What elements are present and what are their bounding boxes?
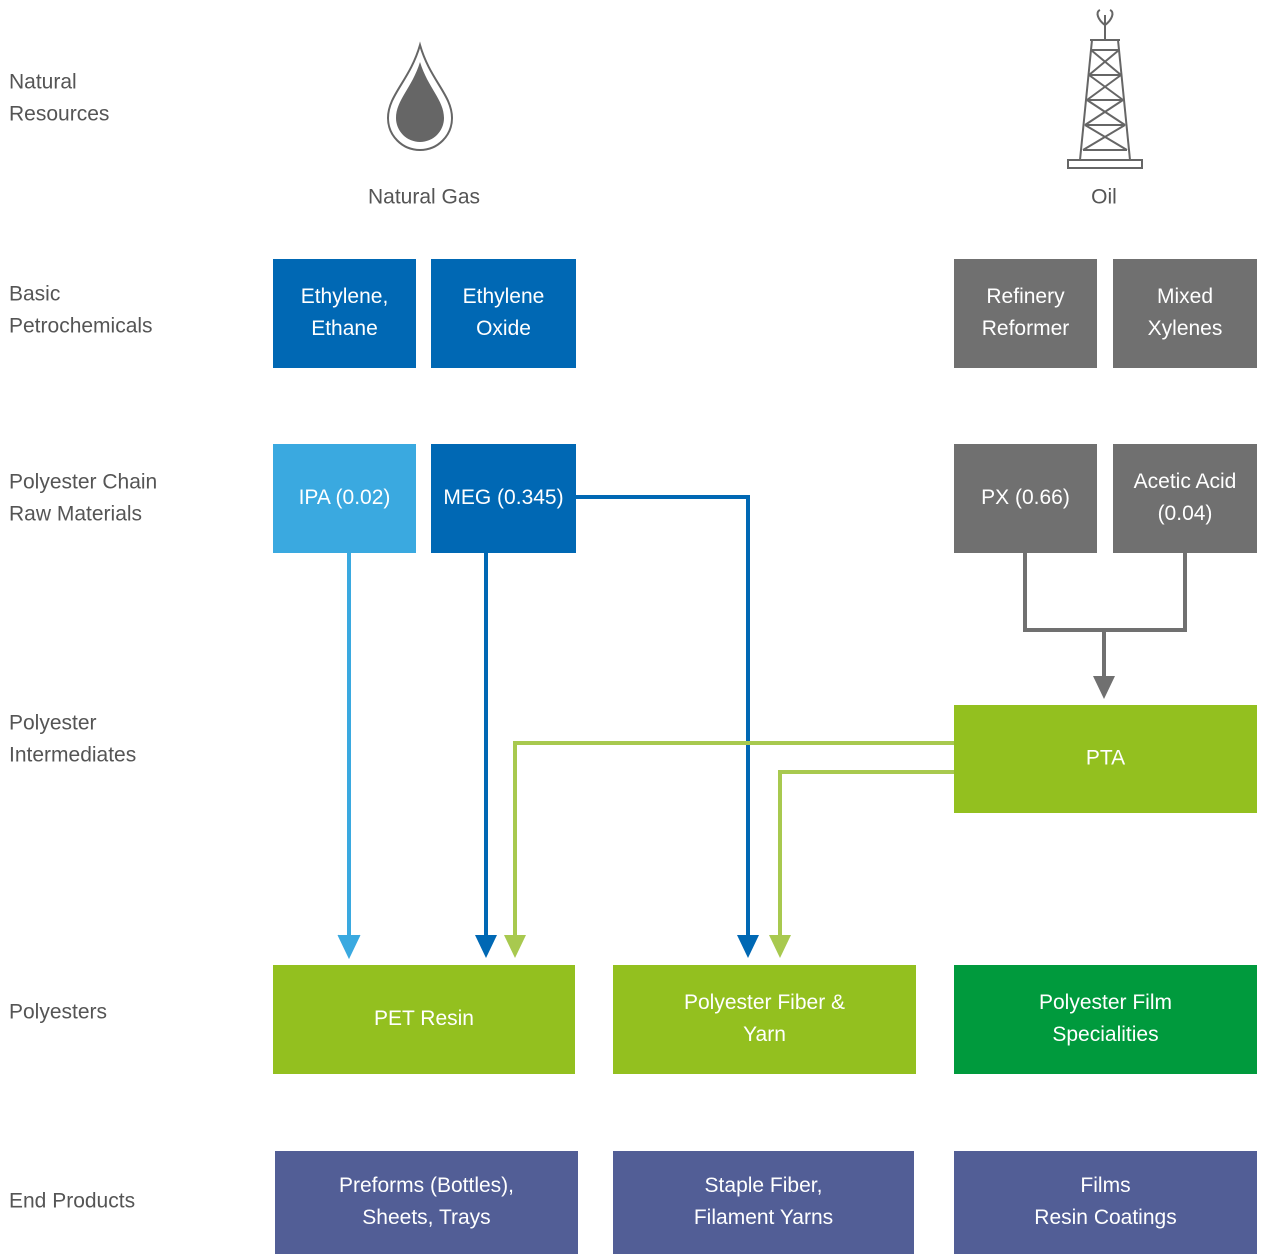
node-label: Sheets, Trays bbox=[362, 1206, 490, 1229]
node-box bbox=[273, 444, 416, 553]
node-box bbox=[275, 1151, 578, 1254]
source-label: Oil bbox=[1091, 186, 1117, 209]
node-label: Preforms (Bottles), bbox=[339, 1174, 514, 1197]
node-box bbox=[1113, 444, 1257, 553]
node-label: Acetic Acid bbox=[1134, 470, 1237, 493]
node-label: PET Resin bbox=[374, 1007, 474, 1030]
node-label: Yarn bbox=[743, 1023, 786, 1046]
node-label: MEG (0.345) bbox=[443, 486, 563, 509]
row-label: Polyester bbox=[9, 712, 97, 735]
source-label: Natural Gas bbox=[368, 186, 480, 209]
node-label: Polyester Fiber & bbox=[684, 991, 845, 1014]
node-box bbox=[431, 444, 576, 553]
node-label: Ethylene bbox=[463, 285, 545, 308]
node-label: Ethane bbox=[311, 317, 378, 340]
node-label: Refinery bbox=[986, 285, 1065, 308]
node-label: PTA bbox=[1086, 747, 1125, 770]
node-label: Films bbox=[1080, 1174, 1130, 1197]
node-label: Specialities bbox=[1052, 1023, 1158, 1046]
row-label: Basic bbox=[9, 283, 60, 306]
node-label: Mixed bbox=[1157, 285, 1213, 308]
node-box bbox=[613, 1151, 914, 1254]
node-label: Filament Yarns bbox=[694, 1206, 833, 1229]
node-box bbox=[954, 444, 1097, 553]
oil-icon bbox=[1067, 9, 1143, 169]
node-label: Reformer bbox=[982, 317, 1070, 340]
node-label: Xylenes bbox=[1148, 317, 1223, 340]
node-label: Oxide bbox=[476, 317, 531, 340]
node-label: IPA (0.02) bbox=[299, 486, 391, 509]
row-label: Raw Materials bbox=[9, 503, 142, 526]
row-label: Intermediates bbox=[9, 744, 136, 767]
node-label: Staple Fiber, bbox=[705, 1174, 823, 1197]
natural-gas-icon bbox=[386, 41, 454, 151]
node-box bbox=[613, 965, 916, 1074]
node-box bbox=[1113, 259, 1257, 368]
row-label: Petrochemicals bbox=[9, 315, 153, 338]
node-label: PX (0.66) bbox=[981, 486, 1070, 509]
node-box bbox=[954, 965, 1257, 1074]
node-box bbox=[273, 259, 416, 368]
node-box bbox=[954, 259, 1097, 368]
node-label: Polyester Film bbox=[1039, 991, 1172, 1014]
row-label: Polyesters bbox=[9, 1001, 107, 1024]
node-label: Resin Coatings bbox=[1034, 1206, 1176, 1229]
node-box bbox=[431, 259, 576, 368]
node-box bbox=[954, 1151, 1257, 1254]
node-label: (0.04) bbox=[1158, 502, 1213, 525]
row-label: Resources bbox=[9, 103, 109, 126]
row-label: Natural bbox=[9, 71, 77, 94]
row-label: Polyester Chain bbox=[9, 471, 157, 494]
node-box bbox=[954, 705, 1257, 813]
row-label: End Products bbox=[9, 1190, 135, 1213]
node-label: Ethylene, bbox=[301, 285, 389, 308]
node-box bbox=[273, 965, 575, 1074]
connectors bbox=[337, 495, 1187, 960]
